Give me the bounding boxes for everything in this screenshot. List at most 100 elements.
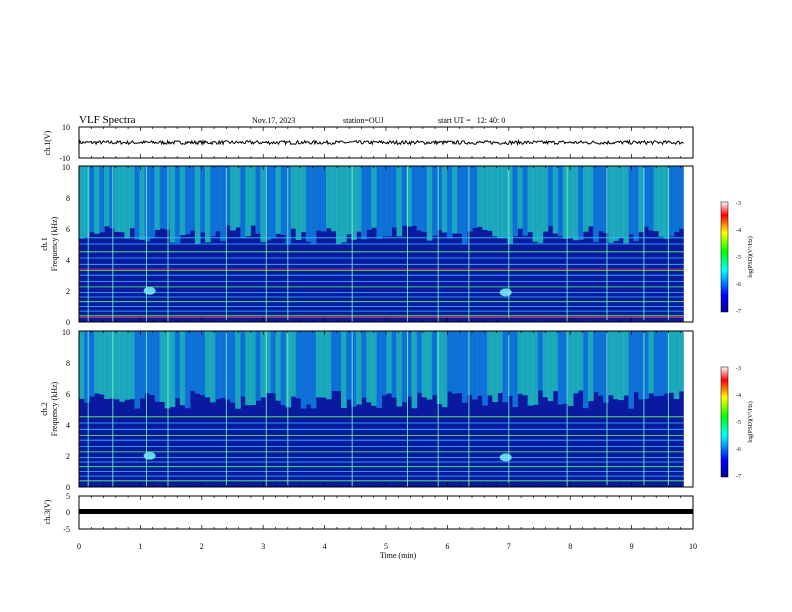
noise-band bbox=[638, 166, 644, 233]
noise-band bbox=[129, 331, 135, 400]
noise-band bbox=[507, 331, 513, 396]
noise-band bbox=[114, 331, 120, 400]
noise-band bbox=[205, 166, 211, 243]
noise-band bbox=[512, 166, 518, 237]
noise-band bbox=[588, 331, 594, 402]
noise-band bbox=[623, 166, 629, 244]
noise-band bbox=[567, 166, 574, 239]
noise-band bbox=[431, 166, 438, 236]
noise-band bbox=[169, 331, 176, 408]
noise-band bbox=[416, 166, 423, 231]
noise-band bbox=[517, 166, 524, 229]
noise-band bbox=[628, 166, 634, 235]
noise-band bbox=[537, 166, 544, 244]
x-axis-label: Time (min) bbox=[380, 551, 417, 560]
cb1-tick-m7: -7 bbox=[736, 309, 741, 315]
noise-band bbox=[149, 166, 156, 239]
noise-band bbox=[275, 166, 282, 234]
spec2-ytick-6: 6 bbox=[66, 390, 70, 399]
noise-band bbox=[356, 331, 362, 405]
axis-tickmarks bbox=[78, 127, 694, 529]
noise-band bbox=[386, 166, 392, 237]
cb1-label: log(PSD)(V²/Hz) bbox=[747, 236, 754, 277]
noise-band bbox=[572, 331, 579, 394]
noise-band bbox=[119, 331, 125, 402]
noise-band bbox=[648, 331, 655, 394]
noise-band bbox=[99, 166, 105, 233]
noise-band bbox=[426, 166, 433, 241]
spec1-ylabel-freq: Frequency (kHz) bbox=[50, 216, 59, 271]
noise-band bbox=[265, 331, 272, 394]
ch3-ytick-bottom: -5 bbox=[63, 525, 70, 534]
noise-band bbox=[255, 166, 261, 234]
noise-band bbox=[507, 166, 513, 244]
x-tick-label: 10 bbox=[689, 542, 697, 551]
noise-band bbox=[154, 331, 161, 402]
noise-band bbox=[220, 331, 226, 398]
noise-band bbox=[441, 166, 448, 233]
noise-band bbox=[240, 166, 246, 238]
ch2-spectrogram-yaxis: 0 2 4 6 8 10 ch.2 Frequency (kHz) bbox=[40, 328, 70, 492]
ch1-colorbar: -3 -4 -5 -6 -7 log(PSD)(V²/Hz) bbox=[720, 201, 754, 315]
ch1-ytick-bottom: -10 bbox=[59, 154, 70, 163]
noise-band bbox=[411, 331, 418, 409]
x-tick-label: 2 bbox=[200, 542, 204, 551]
noise-band bbox=[260, 331, 266, 398]
spec2-ytick-10: 10 bbox=[62, 328, 70, 337]
noise-band bbox=[79, 166, 85, 239]
noise-band bbox=[144, 331, 151, 393]
noise-band bbox=[497, 331, 503, 394]
noise-band bbox=[134, 331, 140, 409]
spec1-ytick-10: 10 bbox=[62, 163, 70, 172]
noise-band bbox=[240, 331, 246, 397]
ch1-waveform-trace bbox=[78, 139, 684, 147]
cb1-tick-m6: -6 bbox=[736, 282, 741, 288]
noise-band bbox=[250, 331, 256, 405]
noise-band bbox=[477, 331, 483, 396]
noise-band bbox=[220, 166, 226, 242]
noise-band bbox=[230, 166, 236, 231]
noise-band bbox=[492, 331, 498, 402]
noise-band bbox=[230, 331, 236, 403]
ch1-ylabel: ch.1(V) bbox=[43, 130, 52, 155]
noise-band bbox=[487, 166, 493, 231]
noise-band bbox=[517, 331, 524, 394]
noise-band bbox=[366, 166, 372, 230]
noise-band bbox=[482, 331, 488, 406]
noise-band bbox=[265, 166, 272, 241]
noise-band bbox=[295, 166, 302, 240]
noise-band bbox=[613, 166, 619, 241]
noise-band bbox=[210, 166, 216, 237]
noise-band bbox=[89, 331, 95, 397]
spec1-ytick-6: 6 bbox=[66, 225, 70, 234]
noise-band bbox=[331, 331, 337, 391]
noise-band bbox=[608, 331, 614, 396]
noise-band bbox=[134, 166, 140, 240]
noise-band bbox=[280, 166, 287, 235]
cb1-tick-m5: -5 bbox=[736, 255, 741, 261]
noise-band bbox=[416, 331, 423, 393]
noise-band bbox=[169, 166, 176, 243]
noise-band bbox=[583, 166, 589, 232]
noise-band bbox=[225, 166, 231, 226]
noise-band bbox=[341, 166, 347, 243]
noise-band bbox=[421, 331, 428, 398]
noise-band bbox=[396, 166, 403, 237]
cb1-tick-m3: -3 bbox=[736, 201, 741, 207]
noise-band bbox=[502, 166, 508, 239]
noise-band bbox=[174, 331, 181, 399]
noise-band bbox=[628, 331, 634, 409]
noise-band bbox=[406, 331, 413, 397]
noise-band bbox=[149, 331, 156, 396]
ch2-colorbar: -3 -4 -5 -6 -7 log(PSD)(V²/Hz) bbox=[720, 366, 754, 480]
noise-band bbox=[159, 331, 166, 402]
emission-burst bbox=[499, 288, 512, 297]
noise-band bbox=[462, 331, 468, 403]
noise-band bbox=[522, 331, 529, 396]
noise-band bbox=[431, 331, 438, 396]
ch3-ytick-mid: 0 bbox=[66, 508, 70, 517]
spec1-ylabel-ch: ch.1 bbox=[40, 237, 49, 251]
spec1-ytick-2: 2 bbox=[66, 287, 70, 296]
spec2-ylabel-ch: ch.2 bbox=[40, 402, 49, 416]
noise-band bbox=[210, 331, 216, 403]
